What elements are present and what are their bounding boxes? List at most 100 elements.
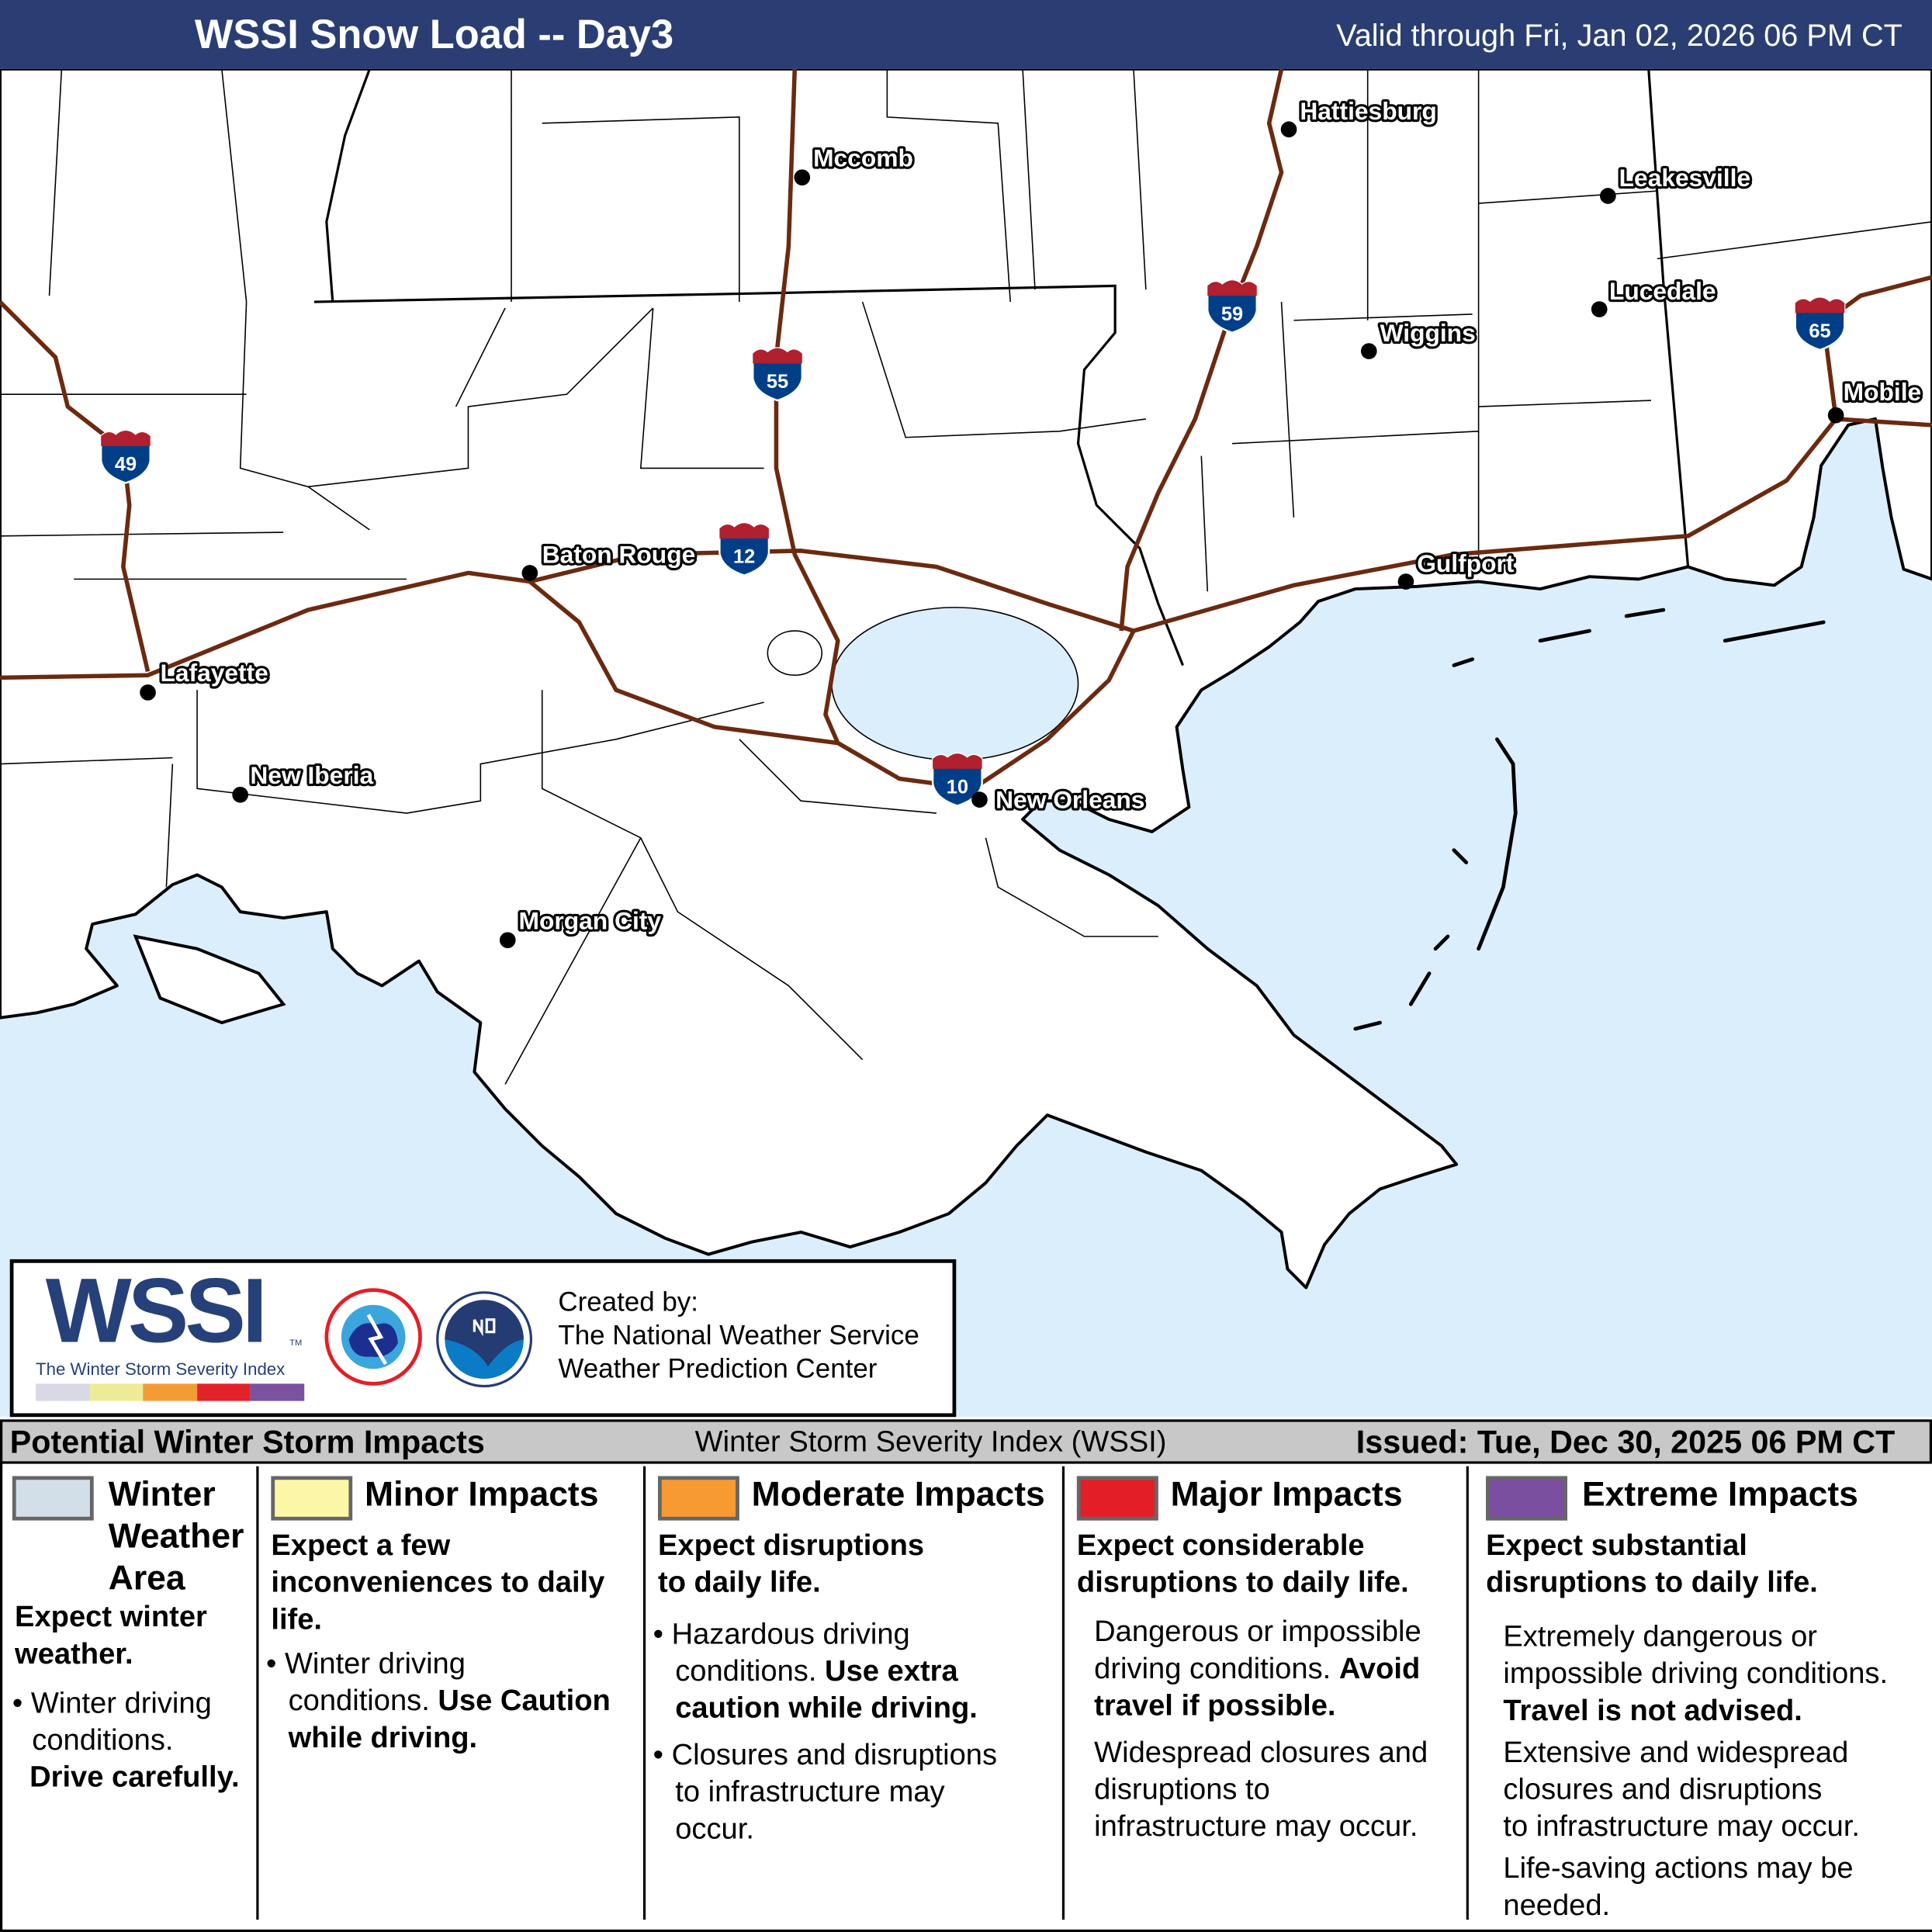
city-marker: Morgan City [499, 904, 664, 948]
credits: Created by: The National Weather Service… [558, 1285, 919, 1385]
city-marker: Mccomb [794, 141, 916, 185]
i55-route [774, 68, 840, 744]
category-moderate: Moderate Impacts Expect disruptions to da… [643, 1461, 1062, 1920]
lake-maurepas [767, 630, 822, 677]
city-marker: Hattiesburg [1280, 95, 1439, 138]
category-text: Widespread closures and disruptions to inf… [1094, 1736, 1428, 1844]
city-label: Gulfport [1417, 549, 1515, 577]
category-bullet: • Winter driving conditions. Use Caution w… [266, 1647, 611, 1755]
city-label: Morgan City [519, 906, 662, 934]
city-label: New Iberia [250, 761, 373, 789]
interstate-number: 59 [1221, 303, 1243, 325]
city-marker: New Iberia [232, 759, 376, 803]
category-minor: Minor Impacts Expect a few inconveniences… [256, 1461, 643, 1920]
interstate-shield-icon: 10 [931, 752, 983, 807]
city-marker: Wiggins [1360, 317, 1478, 359]
category-summary: Expect a few inconveniences to daily life. [271, 1529, 605, 1636]
interstate-number: 65 [1809, 320, 1830, 342]
legend-title: Potential Winter Storm Impacts [9, 1423, 485, 1460]
org-wpc: Weather Prediction Center [558, 1352, 878, 1384]
boundaries [0, 68, 1932, 1085]
scale-swatch [143, 1383, 197, 1401]
org-nws: The National Weather Service [558, 1319, 919, 1351]
legend-index-name: Winter Storm Severity Index (WSSI) [694, 1425, 1167, 1459]
category-bullet: • Closures and disruptions to infrastruct… [653, 1738, 998, 1846]
issued-time: Issued: Tue, Dec 30, 2025 06 PM CT [1356, 1423, 1896, 1460]
category-summary: Expect winter weather. [15, 1600, 207, 1671]
city-marker: Lafayette [140, 656, 271, 701]
category-text: Life-saving actions may be needed. [1503, 1851, 1854, 1923]
legend-title-bar: Potential Winter Storm Impacts Winter St… [0, 1419, 1932, 1464]
swatch-moderate [657, 1476, 739, 1521]
header-bar: WSSI Snow Load -- Day3 Valid through Fri… [0, 0, 1932, 69]
nws-logo [324, 1288, 422, 1386]
category-title: Major Impacts [1170, 1474, 1403, 1514]
city-dot [140, 684, 156, 701]
city-marker: Gulfport [1397, 547, 1517, 590]
city-dot [794, 169, 811, 185]
city-dot [1280, 121, 1297, 138]
city-dot [1591, 301, 1608, 317]
city-marker: Leakesville [1600, 161, 1753, 204]
interstate-number: 10 [947, 777, 968, 798]
divider [256, 1466, 259, 1920]
state-borders [313, 68, 1690, 667]
vermilion-bay [133, 934, 286, 1025]
cities: Hattiesburg Mccomb Leakesville Lucedale Wigg… [140, 95, 1923, 948]
category-summary: Expect considerable disruptions to daily … [1076, 1529, 1409, 1600]
interstate-number: 49 [115, 454, 137, 476]
interstate-number: 12 [733, 546, 755, 568]
city-dot [1600, 188, 1616, 204]
interstate-number: 55 [767, 371, 788, 393]
category-extreme: Extreme Impacts Expect substantial disrup… [1466, 1461, 1932, 1922]
category-text: Extensive and widespread closures and dis… [1503, 1736, 1861, 1844]
city-label: Wiggins [1380, 319, 1476, 347]
barrier-islands [1353, 608, 1826, 1031]
divider [1061, 1466, 1065, 1920]
interstate-shield-icon: 59 [1207, 279, 1258, 334]
wssi-logo: WSSI [45, 1259, 268, 1362]
city-label: Lafayette [160, 659, 268, 687]
interstate-shield-icon: 12 [718, 521, 770, 576]
city-label: Baton Rouge [542, 541, 696, 569]
created-by: Created by: [558, 1286, 698, 1317]
city-dot [521, 565, 538, 581]
scale-swatch [36, 1383, 90, 1401]
category-winter-weather-area: Winter Weather Area Expect winter weather. … [2, 1461, 256, 1920]
wssi-tm: TM [289, 1339, 303, 1349]
category-major: Major Impacts Expect considerable disrupt… [1062, 1461, 1466, 1920]
i10-route [0, 417, 1932, 680]
category-bullet: • Winter driving conditions. Drive careful… [12, 1686, 240, 1795]
city-marker: Mobile [1827, 376, 1923, 424]
i10-south-route [528, 580, 1136, 791]
map: 49 55 12 59 10 65 Hattiesburg Mccomb Leake… [0, 68, 1932, 1418]
category-summary: Expect substantial disruptions to daily l… [1486, 1529, 1818, 1600]
city-marker: New Orleans [971, 784, 1148, 816]
logo-box: WSSI TM The Winter Storm Severity Index … [9, 1259, 957, 1418]
valid-time: Valid through Fri, Jan 02, 2026 06 PM CT [1336, 18, 1903, 54]
divider [642, 1466, 646, 1920]
city-label: Mobile [1844, 378, 1922, 406]
category-title: Winter Weather Area [108, 1474, 244, 1598]
category-bullet: • Hazardous driving conditions. Use extra… [653, 1618, 978, 1726]
city-marker: Lucedale [1591, 275, 1719, 317]
interstate-shield-icon: 65 [1794, 296, 1846, 351]
divider [1466, 1466, 1469, 1920]
swatch-major [1076, 1476, 1158, 1521]
category-title: Extreme Impacts [1582, 1474, 1858, 1514]
swatch-minor [271, 1476, 353, 1521]
noaa-logo [436, 1291, 533, 1388]
category-title: Minor Impacts [365, 1474, 599, 1514]
scale-swatch [89, 1383, 144, 1401]
swatch-extreme [1486, 1476, 1567, 1521]
city-label: Hattiesburg [1300, 97, 1436, 125]
category-text: Extremely dangerous or impossible driving… [1503, 1620, 1889, 1728]
interstate-shield-icon: 55 [752, 347, 803, 402]
city-label: Mccomb [813, 144, 913, 171]
map-title: WSSI Snow Load -- Day3 [194, 11, 674, 57]
city-dot [1360, 343, 1377, 359]
category-text: Dangerous or impossible driving condition… [1094, 1615, 1421, 1723]
category-summary: Expect disruptions to daily life. [657, 1529, 925, 1600]
city-label: Lucedale [1609, 277, 1716, 305]
city-label: New Orleans [995, 786, 1144, 814]
